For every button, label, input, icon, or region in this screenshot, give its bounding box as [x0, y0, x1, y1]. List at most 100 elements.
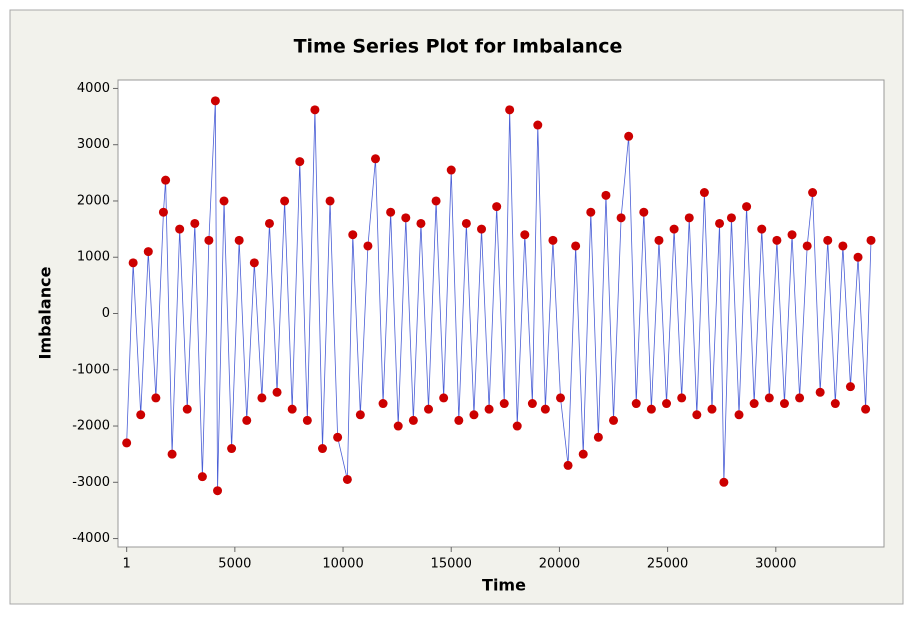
point: [853, 252, 863, 262]
y-tick-label: -4000: [72, 531, 110, 546]
point: [469, 410, 479, 420]
point: [838, 241, 848, 251]
y-tick-label: 3000: [77, 137, 110, 152]
point: [616, 213, 626, 223]
point: [342, 474, 352, 484]
point: [325, 196, 335, 206]
point: [454, 415, 464, 425]
point: [593, 432, 603, 442]
point: [295, 157, 305, 167]
point: [355, 410, 365, 420]
x-tick-label: 25000: [647, 557, 688, 572]
point: [302, 415, 312, 425]
point: [692, 410, 702, 420]
point: [158, 207, 168, 217]
point: [533, 120, 543, 130]
point: [408, 415, 418, 425]
point: [151, 393, 161, 403]
point: [333, 432, 343, 442]
point: [227, 444, 237, 454]
point: [213, 486, 223, 496]
point: [795, 393, 805, 403]
point: [317, 444, 327, 454]
point: [210, 96, 220, 106]
point: [779, 399, 789, 409]
point: [161, 175, 171, 185]
y-tick-label: -2000: [72, 419, 110, 434]
point: [499, 399, 509, 409]
point: [234, 235, 244, 245]
point: [264, 218, 274, 228]
point: [662, 399, 672, 409]
point: [287, 404, 297, 414]
point: [578, 449, 588, 459]
x-tick-label: 1: [123, 557, 131, 572]
point: [556, 393, 566, 403]
chart-title: Time Series Plot for Imbalance: [294, 36, 623, 58]
point: [830, 399, 840, 409]
point: [492, 202, 502, 212]
point: [393, 421, 403, 431]
y-tick-label: 0: [102, 306, 110, 321]
y-tick-label: -1000: [72, 362, 110, 377]
y-tick-label: 4000: [77, 81, 110, 96]
point: [505, 105, 515, 115]
point: [477, 224, 487, 234]
point: [707, 404, 717, 414]
point: [249, 258, 259, 268]
point: [699, 188, 709, 198]
point: [386, 207, 396, 217]
point: [808, 188, 818, 198]
point: [128, 258, 138, 268]
point: [540, 404, 550, 414]
point: [734, 410, 744, 420]
point: [257, 393, 267, 403]
point: [715, 218, 725, 228]
point: [563, 460, 573, 470]
point: [219, 196, 229, 206]
y-axis-label: Imbalance: [36, 266, 55, 359]
y-tick-label: -3000: [72, 475, 110, 490]
point: [197, 472, 207, 482]
point: [446, 165, 456, 175]
point: [378, 399, 388, 409]
point: [548, 235, 558, 245]
point: [424, 404, 434, 414]
point: [823, 235, 833, 245]
point: [742, 202, 752, 212]
point: [272, 387, 282, 397]
point: [242, 415, 252, 425]
x-tick-label: 5000: [218, 557, 251, 572]
x-tick-label: 10000: [322, 557, 363, 572]
point: [749, 399, 759, 409]
point: [624, 131, 634, 141]
point: [669, 224, 679, 234]
marks: [122, 96, 876, 496]
point: [815, 387, 825, 397]
point: [310, 105, 320, 115]
point: [845, 382, 855, 392]
point: [684, 213, 694, 223]
point: [431, 196, 441, 206]
point: [802, 241, 812, 251]
point: [601, 190, 611, 200]
x-tick-label: 15000: [431, 557, 472, 572]
point: [757, 224, 767, 234]
x-axis-label: Time: [482, 576, 526, 595]
point: [609, 415, 619, 425]
point: [861, 404, 871, 414]
point: [654, 235, 664, 245]
point: [167, 449, 177, 459]
point: [370, 154, 380, 164]
y-tick-label: 2000: [77, 193, 110, 208]
point: [719, 477, 729, 487]
y-tick-label: 1000: [77, 250, 110, 265]
point: [772, 235, 782, 245]
point: [190, 218, 200, 228]
point: [571, 241, 581, 251]
point: [512, 421, 522, 431]
point: [401, 213, 411, 223]
